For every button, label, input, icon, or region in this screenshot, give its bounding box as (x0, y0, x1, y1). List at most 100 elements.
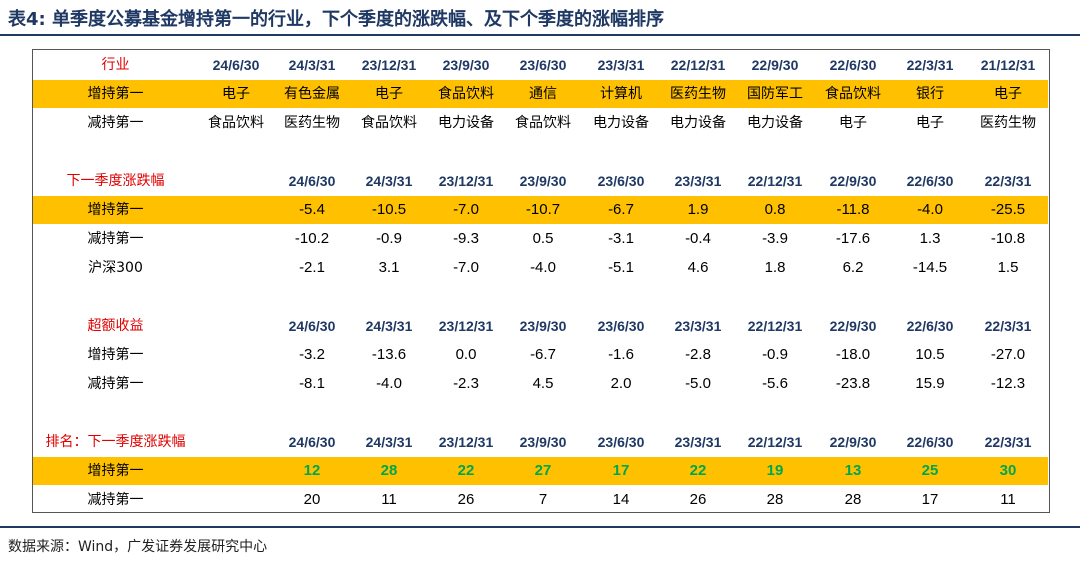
excess-dec-row-cell: -5.0 (685, 375, 711, 392)
change-inc-row-cell: 1.9 (687, 201, 709, 218)
rank-inc-row-cell: 19 (766, 462, 784, 479)
change-dec-row-cell: -3.1 (608, 230, 634, 247)
industry-header-row-cell: 22/3/31 (906, 57, 954, 73)
rank-header-row-cell: 23/9/30 (519, 434, 567, 450)
rank-dec-row-cell: 17 (921, 491, 939, 508)
change-inc-row-cell: -10.7 (525, 201, 561, 218)
industry-inc-row-cell: 电子 (375, 86, 403, 102)
excess-dec-row-cell: 2.0 (610, 375, 632, 392)
change-dec-row-cell: -9.3 (453, 230, 479, 247)
table-frame (32, 49, 1050, 513)
excess-header-row-label: 超额收益 (87, 318, 144, 334)
excess-dec-row-cell: -23.8 (835, 375, 871, 392)
industry-dec-row-cell: 食品饮料 (361, 115, 417, 131)
rank-header-row-cell: 22/6/30 (906, 434, 954, 450)
rank-inc-row-cell: 22 (689, 462, 707, 479)
rank-inc-row-cell: 27 (534, 462, 552, 479)
change-dec-row-cell: -17.6 (835, 230, 871, 247)
industry-header-row-label: 行业 (101, 57, 130, 73)
rank-inc-row-cell: 12 (303, 462, 321, 479)
rank-header-row-cell: 24/6/30 (288, 434, 336, 450)
title-divider (0, 34, 1080, 36)
excess-dec-row-cell: -4.0 (376, 375, 402, 392)
change-hs300-row-cell: -5.1 (608, 259, 634, 276)
rank-dec-row-label: 减持第一 (87, 492, 144, 508)
excess-dec-row-cell: 4.5 (532, 375, 554, 392)
rank-inc-row-label: 增持第一 (87, 463, 144, 479)
rank-dec-row-cell: 26 (689, 491, 707, 508)
industry-inc-row: 增持第一 电子 有色金属 电子 食品饮料 通信 计算机 医药生物 国防军工 食品饮料 银行 电子 (33, 80, 1048, 108)
excess-header-row-cell: 23/9/30 (519, 318, 567, 334)
excess-dec-row-cell: -8.1 (299, 375, 325, 392)
excess-header-row-cell: 23/12/31 (438, 318, 494, 334)
industry-header-row: 行业 24/6/30 24/3/31 23/12/31 23/9/30 23/6/30 23… (33, 51, 1048, 79)
rank-header-row-cell: 24/3/31 (365, 434, 413, 450)
change-hs300-row-cell: 3.1 (378, 259, 400, 276)
change-dec-row-cell: -0.4 (685, 230, 711, 247)
change-header-row-cell: 24/6/30 (288, 173, 336, 189)
excess-header-row-cell: 22/6/30 (906, 318, 954, 334)
rank-dec-row-cell: 7 (538, 491, 548, 508)
rank-inc-row: 增持第一 12 28 22 27 17 22 19 13 25 30 (33, 457, 1048, 485)
industry-header-row-cell: 23/12/31 (361, 57, 417, 73)
change-header-row-cell: 22/3/31 (984, 173, 1032, 189)
rank-dec-row-cell: 20 (303, 491, 321, 508)
excess-inc-row-cell: -0.9 (762, 346, 788, 363)
change-header-row-cell: 22/6/30 (906, 173, 954, 189)
industry-inc-row-cell: 银行 (916, 86, 944, 102)
industry-dec-row-cell: 食品饮料 (515, 115, 571, 131)
excess-dec-row-cell: -12.3 (990, 375, 1026, 392)
industry-inc-row-cell: 食品饮料 (438, 86, 494, 102)
excess-inc-row-cell: -18.0 (835, 346, 871, 363)
excess-header-row-cell: 23/3/31 (674, 318, 722, 334)
excess-header-row-cell: 24/6/30 (288, 318, 336, 334)
change-dec-row-cell: -0.9 (376, 230, 402, 247)
change-hs300-row-cell: -14.5 (912, 259, 948, 276)
industry-header-row-cell: 22/9/30 (751, 57, 799, 73)
change-inc-row-cell: -5.4 (299, 201, 325, 218)
change-dec-row-cell: -10.8 (990, 230, 1026, 247)
excess-header-row-cell: 22/9/30 (829, 318, 877, 334)
change-hs300-row-cell: 4.6 (687, 259, 709, 276)
change-inc-row-cell: -11.8 (836, 201, 870, 218)
excess-dec-row-cell: -5.6 (762, 375, 788, 392)
industry-dec-row-cell: 电子 (839, 115, 867, 131)
excess-dec-row-cell: -2.3 (453, 375, 479, 392)
change-header-row-cell: 23/12/31 (438, 173, 494, 189)
industry-dec-row-cell: 医药生物 (284, 115, 340, 131)
change-header-row-label: 下一季度涨跌幅 (66, 173, 165, 189)
industry-header-row-cell: 22/12/31 (670, 57, 726, 73)
industry-header-row-cell: 24/6/30 (212, 57, 260, 73)
industry-inc-row-cell: 电子 (222, 86, 250, 102)
industry-inc-row-cell: 通信 (529, 86, 557, 102)
change-inc-row-label: 增持第一 (87, 202, 144, 218)
industry-header-row-cell: 23/3/31 (597, 57, 645, 73)
rank-dec-row-cell: 26 (457, 491, 475, 508)
table-title: 表4: 单季度公募基金增持第一的行业，下个季度的涨跌幅、及下个季度的涨幅排序 (8, 9, 664, 30)
change-header-row-cell: 22/12/31 (747, 173, 803, 189)
change-dec-row-cell: -3.9 (762, 230, 788, 247)
rank-dec-row-cell: 11 (381, 491, 397, 508)
change-hs300-row-cell: -7.0 (453, 259, 479, 276)
excess-dec-row-label: 减持第一 (87, 376, 144, 392)
change-hs300-row-cell: -2.1 (299, 259, 325, 276)
excess-header-row-cell: 22/3/31 (984, 318, 1032, 334)
change-hs300-row-cell: 6.2 (842, 259, 864, 276)
change-hs300-row-label: 沪深300 (88, 260, 143, 276)
excess-inc-row-cell: -3.2 (299, 346, 325, 363)
industry-dec-row-cell: 电力设备 (747, 115, 803, 131)
excess-dec-row-cell: 15.9 (915, 375, 945, 392)
excess-dec-row: 减持第一 -8.1 -4.0 -2.3 4.5 2.0 -5.0 -5.6 -23.8 15.9 -… (33, 370, 1048, 398)
excess-header-row-cell: 22/12/31 (747, 318, 803, 334)
change-inc-row-cell: -25.5 (990, 201, 1026, 218)
industry-dec-row-cell: 电力设备 (670, 115, 726, 131)
industry-dec-row-cell: 电力设备 (438, 115, 494, 131)
excess-header-row-cell: 23/6/30 (597, 318, 645, 334)
rank-dec-row-cell: 28 (844, 491, 862, 508)
industry-inc-row-cell: 有色金属 (284, 86, 340, 102)
rank-header-row-cell: 22/9/30 (829, 434, 877, 450)
change-inc-row-cell: -7.0 (453, 201, 479, 218)
change-dec-row-cell: -10.2 (294, 230, 330, 247)
industry-inc-row-label: 增持第一 (87, 86, 144, 102)
excess-header-row: 超额收益 24/6/30 24/3/31 23/12/31 23/9/30 23/6/30… (33, 312, 1048, 340)
